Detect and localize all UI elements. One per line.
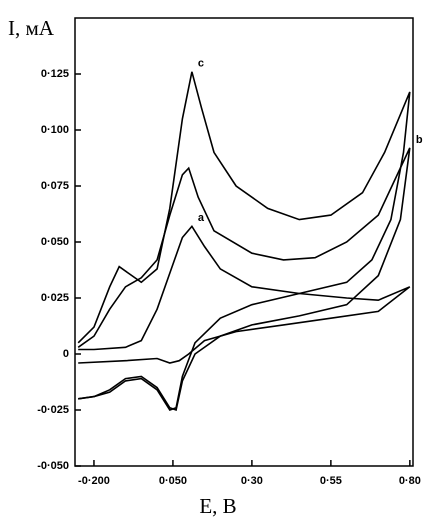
plot-frame <box>74 17 414 467</box>
x-tick-label: 0·30 <box>241 475 263 487</box>
y-axis-label: I, мА <box>8 16 55 40</box>
x-tick-label: -0·200 <box>78 475 110 487</box>
curve <box>77 71 411 411</box>
y-tick-label: -0·025 <box>37 404 69 416</box>
curve-label: a <box>198 212 205 224</box>
y-tick-label: 0·100 <box>41 124 69 136</box>
y-tick-label: 0·075 <box>41 180 69 192</box>
curve <box>78 224 411 364</box>
y-tick-label: -0·050 <box>37 460 69 472</box>
y-tick-label: 0·125 <box>41 68 69 80</box>
y-tick-label: 0·050 <box>41 236 69 248</box>
curve-label: c <box>198 58 204 70</box>
curve <box>77 147 411 412</box>
y-tick-label: 0 <box>63 348 69 360</box>
y-tick-label: 0·025 <box>41 292 69 304</box>
x-axis-label: E, B <box>199 494 236 518</box>
x-tick-label: 0·050 <box>159 475 187 487</box>
x-tick-label: 0·55 <box>320 475 342 487</box>
x-tick-label: 0·80 <box>399 475 421 487</box>
curve-label: b <box>416 134 423 146</box>
